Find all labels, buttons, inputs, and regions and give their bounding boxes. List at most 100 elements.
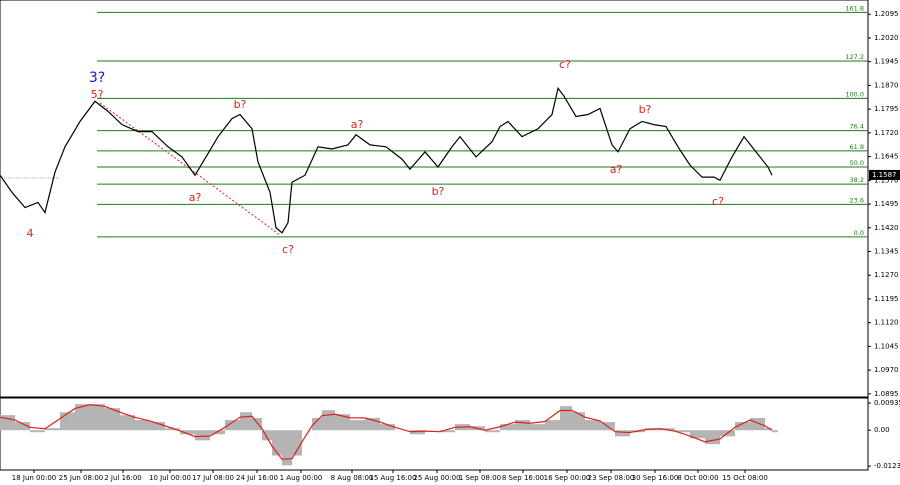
histogram-bar	[105, 408, 120, 431]
histogram-bar	[45, 428, 60, 431]
histogram-bar	[485, 430, 500, 433]
histogram-bar	[15, 422, 30, 431]
x-tick-label: 2 Jul 16:00	[104, 474, 142, 482]
histogram-bar	[530, 424, 545, 431]
wave-label: c?	[559, 58, 571, 71]
x-tick-label: 15 Oct 08:00	[722, 474, 768, 482]
x-tick-label: 10 Jul 00:00	[149, 474, 191, 482]
wave-label: a?	[610, 163, 623, 176]
x-tick-label: 17 Jul 08:00	[192, 474, 234, 482]
wave-label: a?	[351, 118, 364, 131]
y-tick-label: 1.1345	[874, 247, 899, 255]
x-tick-label: 25 Aug 00:00	[413, 474, 460, 482]
last-price-box	[869, 169, 900, 180]
y-tick-label: 1.0895	[874, 390, 899, 398]
wave-label: c?	[282, 243, 294, 256]
fib-label: 50.0	[850, 159, 864, 167]
histogram-bar	[225, 420, 240, 431]
histogram-bar	[750, 418, 765, 431]
histogram-bar	[350, 420, 365, 431]
histogram-bar	[150, 422, 165, 431]
y-tick-label: 1.1045	[874, 342, 899, 350]
histogram-bar	[572, 412, 585, 431]
wave-label: a?	[189, 191, 202, 204]
y-tick-label: 1.2095	[874, 10, 899, 18]
y-tick-label: 1.1570	[874, 176, 899, 184]
histogram-bar	[500, 424, 515, 431]
main-panel	[0, 0, 869, 398]
y-tick-label: 1.1420	[874, 224, 899, 232]
histogram-bar	[60, 412, 75, 431]
wave-label: 5?	[91, 88, 104, 101]
y-tick-label: 1.2020	[874, 34, 899, 42]
signal-line	[0, 404, 773, 460]
histogram-bar	[165, 428, 180, 431]
histogram-bar	[660, 428, 675, 431]
histogram-bar	[735, 422, 750, 431]
y-tick-label: 1.1120	[874, 319, 899, 327]
wave-label: 4	[27, 227, 34, 240]
histogram-bar	[440, 430, 455, 433]
histogram-bar	[585, 420, 600, 431]
y-tick-label: 1.0970	[874, 366, 899, 374]
fib-label: 61.8	[850, 143, 864, 151]
wave-label: 3?	[89, 70, 105, 86]
histogram-bar	[75, 404, 90, 431]
y-tick-label: 1.1645	[874, 153, 899, 161]
x-tick-label: 30 Sep 16:00	[632, 474, 679, 482]
indicator-panel	[0, 397, 869, 471]
x-tick-label: 8 Aug 08:00	[331, 474, 374, 482]
histogram-bar	[772, 430, 778, 433]
histogram-bar	[705, 430, 720, 445]
histogram-bar	[272, 430, 282, 456]
x-tick-label: 8 Sep 16:00	[502, 474, 544, 482]
fib-label: 100.0	[845, 90, 864, 98]
y-tick-label: 1.1495	[874, 200, 899, 208]
y-tick-label: 1.1720	[874, 129, 899, 137]
x-tick-label: 15 Aug 16:00	[369, 474, 416, 482]
y-tick-label: 1.1870	[874, 81, 899, 89]
x-tick-label: 1 Aug 00:00	[280, 474, 323, 482]
histogram-bar	[252, 418, 262, 431]
histogram-bar	[410, 430, 425, 435]
histogram-bar	[515, 420, 530, 431]
fib-label: 0.0	[854, 229, 864, 237]
fib-label: 161.8	[845, 4, 864, 12]
y-tick-label: 1.1795	[874, 105, 899, 113]
x-tick-label: 8 Oct 00:00	[677, 474, 718, 482]
histogram-bar	[292, 430, 302, 456]
histogram-bar	[675, 430, 690, 433]
x-tick-label: 18 Jun 00:00	[12, 474, 56, 482]
x-tick-label: 16 Sep 00:00	[544, 474, 591, 482]
y-tick-label: 0.00935	[874, 399, 900, 407]
y-tick-label: 1.1270	[874, 271, 899, 279]
histogram-bar	[690, 430, 705, 439]
histogram-bar	[765, 428, 772, 431]
histogram-bar	[262, 430, 272, 441]
x-tick-label: 25 Jun 08:00	[59, 474, 103, 482]
y-tick-label: 1.1195	[874, 295, 899, 303]
wave-label: b?	[234, 98, 247, 111]
fib-label: 38.2	[850, 176, 864, 184]
histogram-bar	[282, 430, 292, 466]
histogram-bar	[615, 430, 630, 437]
histogram-bar	[90, 404, 105, 431]
fib-label: 76.4	[850, 123, 864, 131]
histogram-bar	[240, 412, 252, 431]
fib-label: 127.2	[845, 53, 864, 61]
y-tick-label: 0.00	[874, 426, 890, 434]
x-tick-label: 24 Jul 16:00	[236, 474, 278, 482]
histogram-bar	[120, 415, 135, 431]
last-price-label: 1.1587	[872, 171, 897, 179]
histogram-bar	[135, 420, 150, 431]
wave-link	[99, 102, 281, 236]
wave-label: c?	[712, 195, 724, 208]
wave-label: b?	[432, 185, 445, 198]
fib-label: 23.6	[850, 196, 864, 204]
histogram-bar	[380, 424, 395, 431]
price-series	[0, 86, 773, 234]
histogram-bar	[195, 430, 210, 441]
histogram-bar	[322, 410, 335, 431]
histogram-bar	[560, 406, 572, 431]
